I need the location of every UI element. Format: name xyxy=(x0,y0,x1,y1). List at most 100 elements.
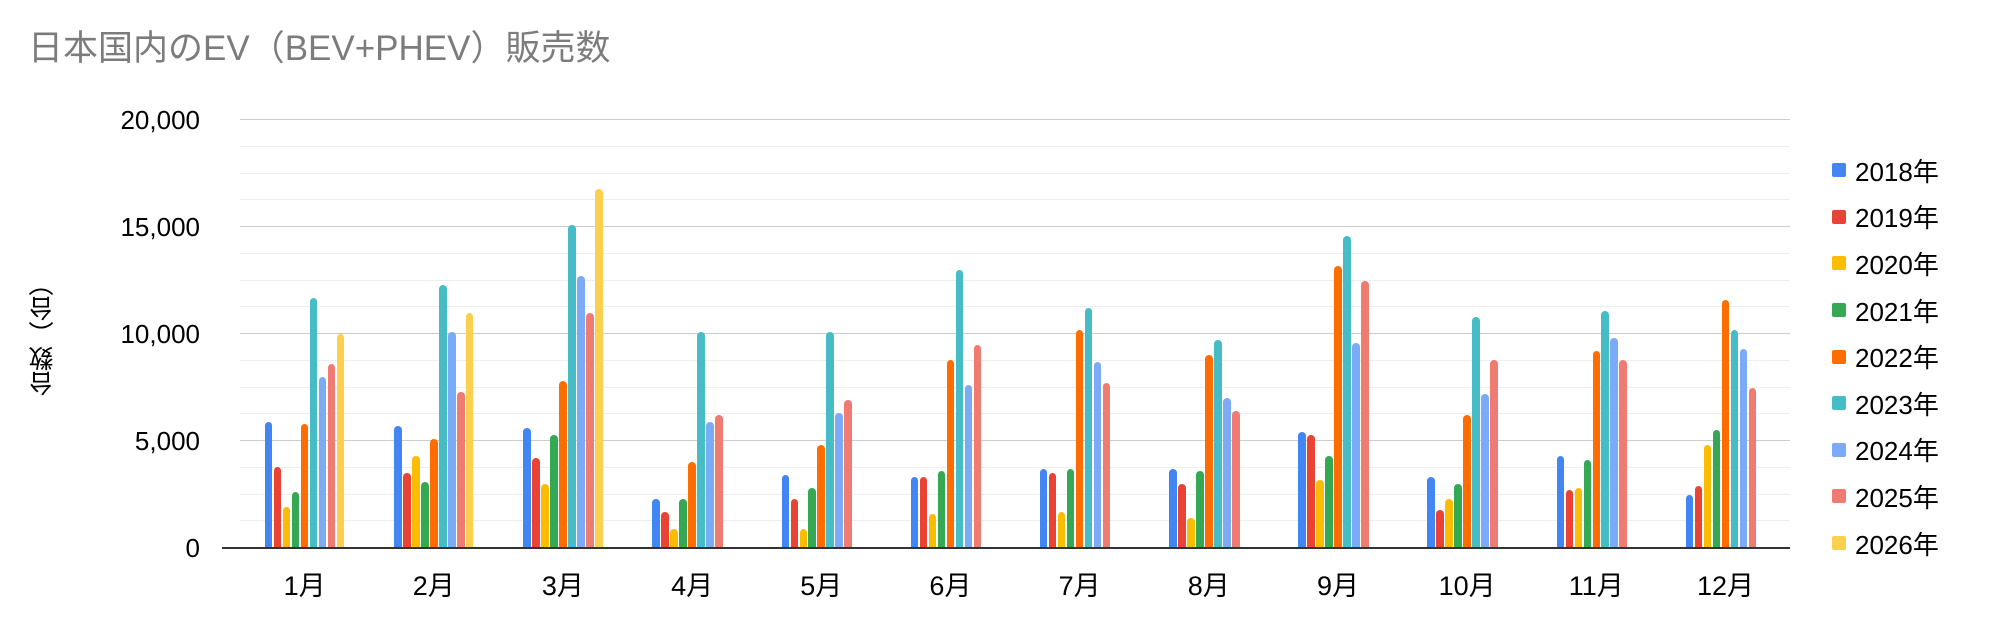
bar-2024年-1月[interactable] xyxy=(318,376,327,548)
bar-2020年-7月[interactable] xyxy=(1057,511,1066,548)
legend-item-2018年[interactable]: 2018年 xyxy=(1832,147,2000,194)
bar-2021年-3月[interactable] xyxy=(550,434,558,548)
bar-2022年-9月[interactable] xyxy=(1334,265,1342,548)
bar-2023年-5月[interactable] xyxy=(826,331,835,548)
bar-2021年-4月[interactable] xyxy=(679,498,687,548)
bar-2020年-9月[interactable] xyxy=(1316,479,1324,548)
bar-2023年-1月[interactable] xyxy=(309,297,318,548)
bar-2024年-10月[interactable] xyxy=(1481,393,1489,548)
bar-2023年-2月[interactable] xyxy=(438,284,447,548)
bar-2024年-9月[interactable] xyxy=(1352,342,1360,548)
bar-2025年-11月[interactable] xyxy=(1619,359,1628,548)
bar-2024年-5月[interactable] xyxy=(835,413,844,548)
legend-item-2021年[interactable]: 2021年 xyxy=(1832,287,2000,334)
bar-2026年-1月[interactable] xyxy=(336,334,345,548)
bar-2018年-1月[interactable] xyxy=(264,421,273,548)
bar-2025年-2月[interactable] xyxy=(456,391,465,548)
bar-2021年-6月[interactable] xyxy=(937,471,946,548)
bar-2024年-11月[interactable] xyxy=(1610,338,1619,548)
bar-2022年-1月[interactable] xyxy=(300,423,309,548)
bar-2025年-6月[interactable] xyxy=(973,344,982,548)
legend-item-2019年[interactable]: 2019年 xyxy=(1832,194,2000,241)
bar-2025年-5月[interactable] xyxy=(844,400,853,548)
bar-2018年-10月[interactable] xyxy=(1427,477,1435,548)
bar-2021年-10月[interactable] xyxy=(1454,483,1462,548)
bar-2020年-6月[interactable] xyxy=(928,513,937,548)
bar-2020年-3月[interactable] xyxy=(541,483,549,548)
bar-2021年-7月[interactable] xyxy=(1066,468,1075,548)
bar-2022年-5月[interactable] xyxy=(817,445,826,548)
bar-2022年-3月[interactable] xyxy=(559,381,567,548)
legend-item-2020年[interactable]: 2020年 xyxy=(1832,240,2000,287)
legend-item-2023年[interactable]: 2023年 xyxy=(1832,380,2000,427)
bar-2025年-8月[interactable] xyxy=(1231,411,1240,548)
bar-2019年-9月[interactable] xyxy=(1307,434,1315,548)
bar-2020年-5月[interactable] xyxy=(799,528,808,548)
bar-2023年-8月[interactable] xyxy=(1213,340,1222,548)
bar-2019年-10月[interactable] xyxy=(1436,509,1444,548)
bar-2019年-7月[interactable] xyxy=(1048,473,1057,548)
bar-2018年-2月[interactable] xyxy=(394,426,402,548)
bar-2021年-9月[interactable] xyxy=(1325,456,1333,548)
bar-2025年-3月[interactable] xyxy=(586,312,594,548)
bar-2021年-11月[interactable] xyxy=(1583,460,1592,548)
bar-2023年-3月[interactable] xyxy=(568,224,576,548)
bar-2019年-4月[interactable] xyxy=(661,511,669,548)
bar-2020年-10月[interactable] xyxy=(1445,498,1453,548)
bar-2018年-7月[interactable] xyxy=(1039,468,1048,548)
bar-2024年-2月[interactable] xyxy=(447,331,456,548)
bar-2019年-8月[interactable] xyxy=(1178,483,1186,548)
bar-2022年-12月[interactable] xyxy=(1721,299,1730,548)
bar-2022年-2月[interactable] xyxy=(429,438,438,548)
legend-item-2022年[interactable]: 2022年 xyxy=(1832,333,2000,380)
bar-2025年-10月[interactable] xyxy=(1490,359,1498,548)
bar-2020年-1月[interactable] xyxy=(282,507,291,548)
bar-2018年-4月[interactable] xyxy=(652,498,660,548)
bar-2026年-3月[interactable] xyxy=(595,188,603,548)
bar-2026年-2月[interactable] xyxy=(465,312,474,548)
bar-2018年-5月[interactable] xyxy=(781,475,790,548)
bar-2024年-4月[interactable] xyxy=(706,421,714,548)
bar-2025年-4月[interactable] xyxy=(715,415,723,548)
bar-2023年-6月[interactable] xyxy=(955,269,964,548)
bar-2024年-8月[interactable] xyxy=(1222,398,1231,548)
bar-2021年-5月[interactable] xyxy=(808,488,817,548)
bar-2018年-8月[interactable] xyxy=(1169,468,1177,548)
bar-2022年-7月[interactable] xyxy=(1075,329,1084,548)
legend-item-2025年[interactable]: 2025年 xyxy=(1832,473,2000,520)
bar-2019年-3月[interactable] xyxy=(532,458,540,548)
bar-2025年-9月[interactable] xyxy=(1361,280,1369,548)
legend-item-2024年[interactable]: 2024年 xyxy=(1832,427,2000,474)
bar-2023年-12月[interactable] xyxy=(1730,329,1739,548)
bar-2020年-11月[interactable] xyxy=(1574,488,1583,548)
bar-2024年-3月[interactable] xyxy=(577,276,585,548)
bar-2019年-12月[interactable] xyxy=(1694,485,1703,548)
bar-2019年-2月[interactable] xyxy=(403,473,411,548)
bar-2023年-11月[interactable] xyxy=(1601,310,1610,548)
bar-2021年-12月[interactable] xyxy=(1712,430,1721,548)
bar-2020年-8月[interactable] xyxy=(1187,518,1195,548)
bar-2024年-12月[interactable] xyxy=(1739,349,1748,548)
bar-2019年-11月[interactable] xyxy=(1565,490,1574,548)
bar-2019年-1月[interactable] xyxy=(273,466,282,548)
bar-2018年-6月[interactable] xyxy=(910,477,919,548)
bar-2022年-10月[interactable] xyxy=(1463,415,1471,548)
bar-2020年-2月[interactable] xyxy=(411,456,420,548)
bar-2021年-8月[interactable] xyxy=(1196,471,1204,548)
bar-2022年-6月[interactable] xyxy=(946,359,955,548)
bar-2023年-9月[interactable] xyxy=(1343,235,1351,548)
bar-2022年-8月[interactable] xyxy=(1204,355,1213,548)
bar-2018年-9月[interactable] xyxy=(1298,432,1306,548)
bar-2018年-3月[interactable] xyxy=(523,428,531,548)
bar-2020年-4月[interactable] xyxy=(670,528,678,548)
bar-2024年-6月[interactable] xyxy=(964,385,973,548)
bar-2021年-2月[interactable] xyxy=(420,481,429,548)
bar-2018年-12月[interactable] xyxy=(1685,494,1694,548)
bar-2025年-7月[interactable] xyxy=(1102,383,1111,548)
bar-2021年-1月[interactable] xyxy=(291,492,300,548)
bar-2023年-7月[interactable] xyxy=(1084,308,1093,548)
bar-2019年-5月[interactable] xyxy=(790,498,799,548)
bar-2019年-6月[interactable] xyxy=(919,477,928,548)
bar-2025年-12月[interactable] xyxy=(1748,387,1757,548)
bar-2022年-11月[interactable] xyxy=(1592,351,1601,548)
